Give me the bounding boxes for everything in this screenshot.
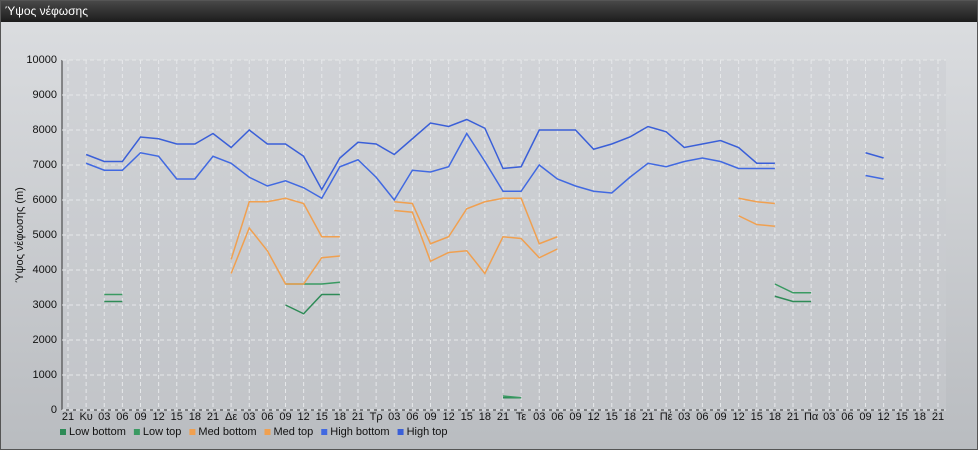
x-tick-label: 12: [153, 411, 165, 423]
x-tick-label: 03: [823, 411, 835, 423]
x-tick-label: 09: [424, 411, 436, 423]
y-axis-title: Ύψος νέφωσης (m): [14, 187, 26, 283]
y-tick-label: 0: [51, 404, 57, 416]
x-tick-label: 03: [678, 411, 690, 423]
series-line: [230, 197, 775, 260]
series-line: [230, 209, 775, 285]
legend-label: Low top: [143, 426, 182, 438]
series-line: [104, 293, 812, 399]
x-tick-label: 15: [171, 411, 183, 423]
y-tick-label: 3000: [33, 299, 57, 311]
x-tick-label: 06: [551, 411, 563, 423]
x-tick-label: Τε: [516, 411, 527, 423]
x-tick-label: 09: [134, 411, 146, 423]
x-tick-label: 21: [62, 411, 74, 423]
x-tick-label: 03: [533, 411, 545, 423]
series-line: [85, 118, 884, 192]
x-tick-label: 12: [878, 411, 890, 423]
legend-swatch: [397, 429, 404, 435]
x-tick-label: 21: [207, 411, 219, 423]
x-tick-label: 03: [98, 411, 110, 423]
x-tick-label: 06: [841, 411, 853, 423]
x-tick-label: 03: [243, 411, 255, 423]
x-tick-label: 21: [352, 411, 364, 423]
x-tick-label: 18: [479, 411, 491, 423]
legend-label: High top: [407, 426, 448, 438]
title-bar: [0, 0, 978, 22]
x-tick-label: 18: [769, 411, 781, 423]
x-tick-label: 15: [461, 411, 473, 423]
x-tick-label: 12: [733, 411, 745, 423]
x-tick-label: 15: [896, 411, 908, 423]
series-line: [104, 281, 812, 399]
y-tick-label: 10000: [26, 54, 57, 66]
x-tick-label: Πέ: [660, 411, 673, 423]
window-title: Ύψος νέφωσης: [5, 4, 88, 18]
y-tick-label: 5000: [33, 229, 57, 241]
y-tick-label: 4000: [33, 264, 57, 276]
x-tick-label: 18: [334, 411, 346, 423]
legend-label: Low bottom: [69, 426, 126, 438]
legend-label: High bottom: [330, 426, 389, 438]
legend-swatch: [133, 429, 140, 435]
x-tick-label: 15: [316, 411, 328, 423]
legend-swatch: [264, 429, 271, 435]
x-tick-label: 06: [406, 411, 418, 423]
y-tick-label: 9000: [33, 89, 57, 101]
x-tick-label: 21: [932, 411, 944, 423]
x-tick-label: 21: [642, 411, 654, 423]
x-tick-label: Δε: [225, 411, 237, 423]
y-tick-label: 8000: [33, 124, 57, 136]
x-tick-label: 06: [261, 411, 273, 423]
y-tick-label: 2000: [33, 334, 57, 346]
y-tick-label: 1000: [33, 369, 57, 381]
x-tick-label: 12: [443, 411, 455, 423]
legend-swatch: [189, 429, 196, 435]
x-tick-label: Πα: [804, 411, 819, 423]
x-tick-label: 09: [279, 411, 291, 423]
x-tick-label: 12: [298, 411, 310, 423]
x-tick-label: 18: [624, 411, 636, 423]
x-tick-label: 09: [714, 411, 726, 423]
x-tick-label: 18: [189, 411, 201, 423]
x-tick-label: Κυ: [79, 411, 92, 423]
x-tick-label: Τρ: [370, 411, 383, 423]
y-tick-label: 7000: [33, 159, 57, 171]
legend-label: Med top: [274, 426, 314, 438]
x-tick-label: 09: [569, 411, 581, 423]
x-tick-label: 18: [914, 411, 926, 423]
x-tick-label: 06: [116, 411, 128, 423]
legend-swatch: [60, 429, 66, 435]
y-tick-label: 6000: [33, 194, 57, 206]
legend-label: Med bottom: [198, 426, 256, 438]
x-tick-label: 12: [588, 411, 600, 423]
x-tick-label: 15: [751, 411, 763, 423]
x-tick-label: 09: [859, 411, 871, 423]
series-line: [85, 132, 884, 202]
x-tick-label: 03: [388, 411, 400, 423]
x-tick-label: 21: [497, 411, 509, 423]
legend-swatch: [321, 429, 328, 435]
x-tick-label: 15: [606, 411, 618, 423]
x-tick-label: 21: [787, 411, 799, 423]
x-tick-label: 06: [696, 411, 708, 423]
